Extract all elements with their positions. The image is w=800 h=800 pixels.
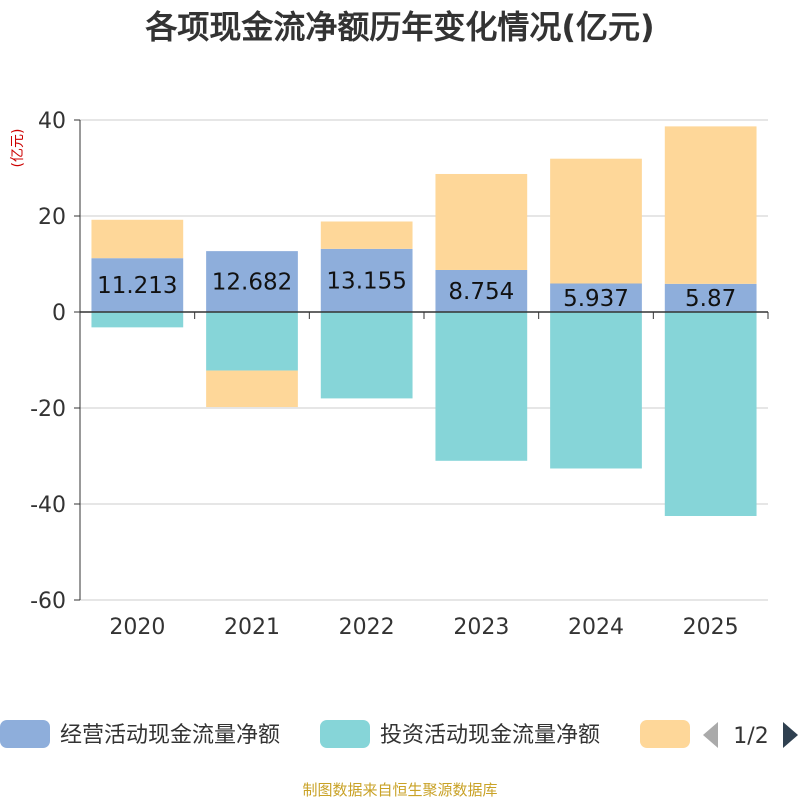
y-axis-unit-label: (亿元)	[10, 129, 26, 168]
bar-series-2-2022[interactable]	[320, 312, 413, 399]
x-tick-label: 2021	[224, 615, 280, 640]
data-label: 5.937	[563, 286, 629, 312]
legend-prev-page-icon[interactable]	[703, 722, 718, 748]
legend-label: 经营活动现金流量净额	[60, 723, 280, 748]
legend-item-1[interactable]: 经营活动现金流量净额	[0, 720, 280, 748]
x-tick-label: 2024	[568, 615, 624, 640]
x-tick-label: 2022	[339, 615, 395, 640]
bar-series-1-2022[interactable]	[320, 248, 413, 312]
data-label: 8.754	[448, 279, 514, 305]
y-tick-label: -20	[30, 397, 66, 422]
bar-series-3-2025[interactable]	[664, 126, 757, 284]
chart-title: 各项现金流净额历年变化情况(亿元)	[145, 8, 654, 46]
y-tick-label: -40	[30, 493, 66, 518]
bar-series-3-2022[interactable]	[320, 221, 413, 249]
y-tick-label: 40	[38, 109, 66, 134]
bar-series-2-2021[interactable]	[206, 312, 298, 371]
bar-series-2-2023[interactable]	[435, 312, 528, 461]
legend-item-3[interactable]	[640, 720, 690, 748]
legend-swatch	[0, 720, 50, 748]
bar-series-2-2025[interactable]	[664, 312, 757, 516]
bar-series-1-2021[interactable]	[206, 251, 298, 312]
x-tick-label: 2023	[453, 615, 509, 640]
y-tick-label: 20	[38, 205, 66, 230]
bar-series-1-2023[interactable]	[435, 269, 528, 312]
x-tick-label: 2020	[109, 615, 165, 640]
x-tick-label: 2025	[683, 615, 739, 640]
legend-swatch	[640, 720, 690, 748]
data-source-note: 制图数据来自恒生聚源数据库	[302, 781, 497, 799]
bar-series-1-2025[interactable]	[664, 283, 757, 312]
legend-page-indicator: 1/2	[733, 724, 768, 749]
bar-series-3-2023[interactable]	[435, 173, 528, 270]
legend-swatch	[320, 720, 370, 748]
data-label: 5.87	[685, 286, 736, 312]
bar-series-3-2020[interactable]	[91, 219, 184, 259]
y-tick-label: -60	[30, 589, 66, 614]
data-label: 12.682	[212, 270, 292, 296]
legend-item-2[interactable]: 投资活动现金流量净额	[320, 720, 600, 748]
bar-series-1-2020[interactable]	[91, 258, 184, 312]
bar-series-3-2024[interactable]	[550, 158, 642, 284]
y-tick-label: 0	[52, 301, 66, 326]
legend-label: 投资活动现金流量净额	[380, 723, 600, 748]
data-label: 11.213	[97, 273, 177, 299]
bar-series-2-2020[interactable]	[91, 312, 184, 328]
bar-series-2-2024[interactable]	[550, 312, 642, 469]
bar-series-3-2021[interactable]	[206, 370, 298, 408]
data-label: 13.155	[326, 268, 406, 294]
legend-next-page-icon[interactable]	[783, 722, 798, 748]
bar-series-1-2024[interactable]	[550, 283, 642, 312]
